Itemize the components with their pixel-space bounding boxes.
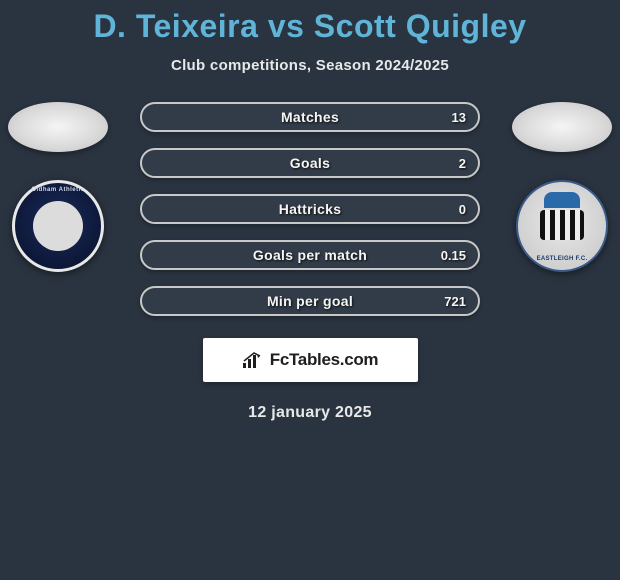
player-left-photo <box>8 102 108 152</box>
comparison-content: Oldham Athletic EASTLEIGH F.C. Matches 1… <box>0 102 620 422</box>
player-left-column: Oldham Athletic <box>8 102 108 272</box>
club-badge-left: Oldham Athletic <box>12 180 104 272</box>
stat-value-right: 2 <box>459 156 466 171</box>
date-text: 12 january 2025 <box>0 404 620 422</box>
club-badge-right-text: EASTLEIGH F.C. <box>537 256 588 262</box>
stat-label: Goals per match <box>253 247 367 263</box>
stat-row-hattricks: Hattricks 0 <box>140 194 480 224</box>
stat-label: Hattricks <box>279 201 342 217</box>
club-badge-left-text: Oldham Athletic <box>31 187 84 193</box>
stat-value-right: 13 <box>452 110 466 125</box>
page-title: D. Teixeira vs Scott Quigley <box>0 0 620 45</box>
stat-value-right: 721 <box>444 294 466 309</box>
club-badge-right: EASTLEIGH F.C. <box>516 180 608 272</box>
player-right-column: EASTLEIGH F.C. <box>512 102 612 272</box>
stat-label: Goals <box>290 155 330 171</box>
brand-box[interactable]: FcTables.com <box>203 338 418 382</box>
stats-list: Matches 13 Goals 2 Hattricks 0 Goals per… <box>140 102 480 316</box>
stat-value-right: 0.15 <box>441 248 466 263</box>
stat-row-goals-per-match: Goals per match 0.15 <box>140 240 480 270</box>
stat-row-goals: Goals 2 <box>140 148 480 178</box>
stat-value-right: 0 <box>459 202 466 217</box>
chart-icon <box>242 351 264 369</box>
brand-text: FcTables.com <box>270 350 379 370</box>
stat-row-matches: Matches 13 <box>140 102 480 132</box>
player-right-photo <box>512 102 612 152</box>
stat-row-min-per-goal: Min per goal 721 <box>140 286 480 316</box>
stat-label: Min per goal <box>267 293 353 309</box>
stat-label: Matches <box>281 109 339 125</box>
subtitle: Club competitions, Season 2024/2025 <box>0 57 620 74</box>
